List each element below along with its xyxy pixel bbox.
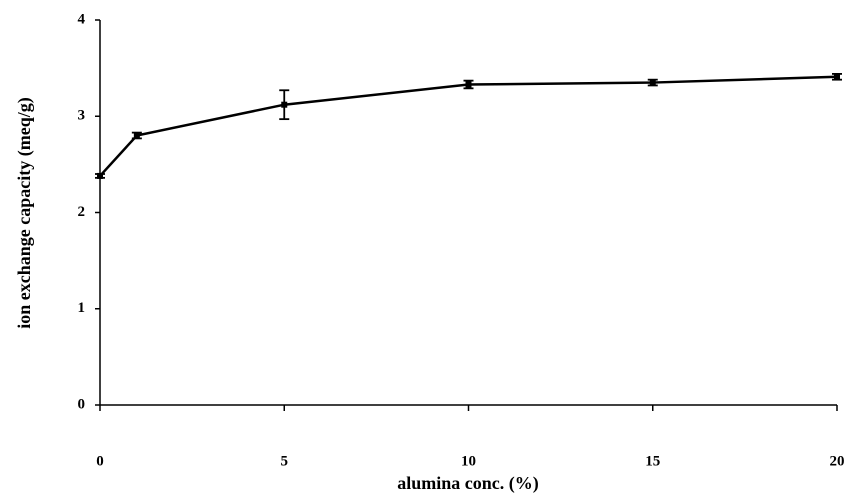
y-tick-label: 4	[78, 11, 86, 27]
y-axis-title: ion exchange capacity (meq/g)	[14, 97, 35, 328]
y-tick-label: 2	[78, 204, 86, 220]
x-tick-label: 15	[645, 453, 660, 469]
marker	[834, 74, 840, 80]
y-tick-label: 3	[78, 108, 86, 124]
x-tick-label: 5	[281, 453, 289, 469]
marker	[97, 173, 103, 179]
y-tick-label: 1	[78, 300, 86, 316]
x-tick-label: 0	[96, 453, 104, 469]
marker	[134, 133, 140, 139]
marker	[650, 80, 656, 86]
line	[100, 77, 837, 176]
x-tick-label: 20	[830, 453, 845, 469]
x-axis-title: alumina conc. (%)	[397, 473, 539, 494]
marker	[281, 102, 287, 108]
y-tick-label: 0	[78, 396, 86, 412]
chart: alumina conc. (%) ion exchange capacity …	[0, 0, 848, 497]
x-tick-label: 10	[461, 453, 476, 469]
marker	[466, 81, 472, 87]
